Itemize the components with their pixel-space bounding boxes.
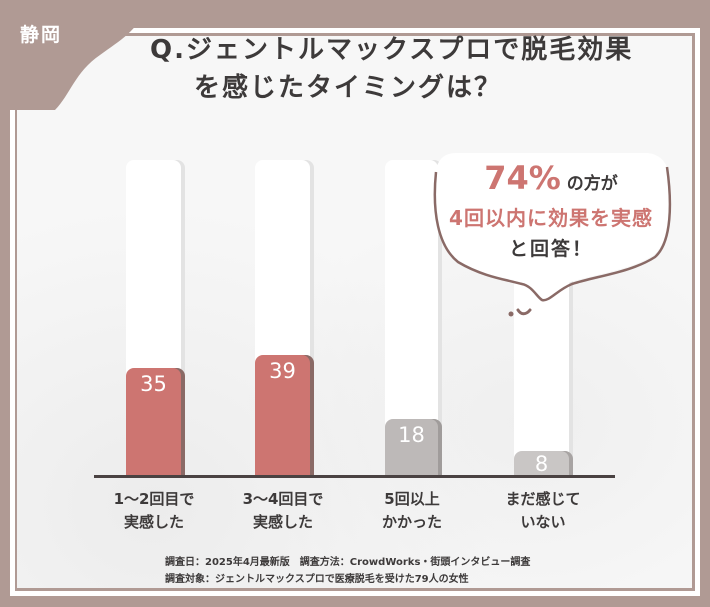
callout-percent: 74% xyxy=(484,159,561,197)
footnote-survey-subjects: 調査対象：ジェントルマックスプロで医療脱毛を受けた79人の女性 xyxy=(165,574,469,585)
bar-3: 18 xyxy=(385,419,438,476)
callout-text: 74% の方が 4回以内に効果を実感 と回答！ xyxy=(430,158,672,266)
bar-4: 8 xyxy=(514,451,569,476)
bar-1-value: 35 xyxy=(140,372,167,396)
footnote-survey-info: 調査日：2025年4月最新版 調査方法：CrowdWorks・街頭インタビュー調… xyxy=(165,557,531,568)
x-label-1: 1〜2回目で 実感した xyxy=(113,490,195,531)
callout-line-2: 4回以内に効果を実感 xyxy=(449,206,653,230)
chart-title: Q.ジェントルマックスプロで脱毛効果 を感じたタイミングは？ xyxy=(150,31,633,107)
title-line-1: Q.ジェントルマックスプロで脱毛効果 xyxy=(150,35,634,65)
x-label-3: 5回以上 かかった xyxy=(381,490,442,531)
bar-1: 35 xyxy=(126,368,181,476)
callout-line-3: と回答！ xyxy=(508,238,593,260)
x-label-4: まだ感じて いない xyxy=(505,490,581,531)
x-label-2: 3〜4回目で 実感した xyxy=(242,490,324,531)
bar-3-value: 18 xyxy=(398,423,425,447)
x-axis-baseline xyxy=(94,475,615,478)
bar-4-value: 8 xyxy=(534,452,549,476)
title-line-2: を感じたタイミングは？ xyxy=(194,73,503,103)
bar-2: 39 xyxy=(255,355,310,476)
callout-bubble xyxy=(433,153,672,317)
bar-2-value: 39 xyxy=(269,359,296,383)
corner-decoration xyxy=(0,0,150,110)
callout-line-1: 74% の方が xyxy=(430,158,672,204)
region-label: 静岡 xyxy=(20,24,63,46)
callout-line-1-suffix: の方が xyxy=(566,174,618,194)
